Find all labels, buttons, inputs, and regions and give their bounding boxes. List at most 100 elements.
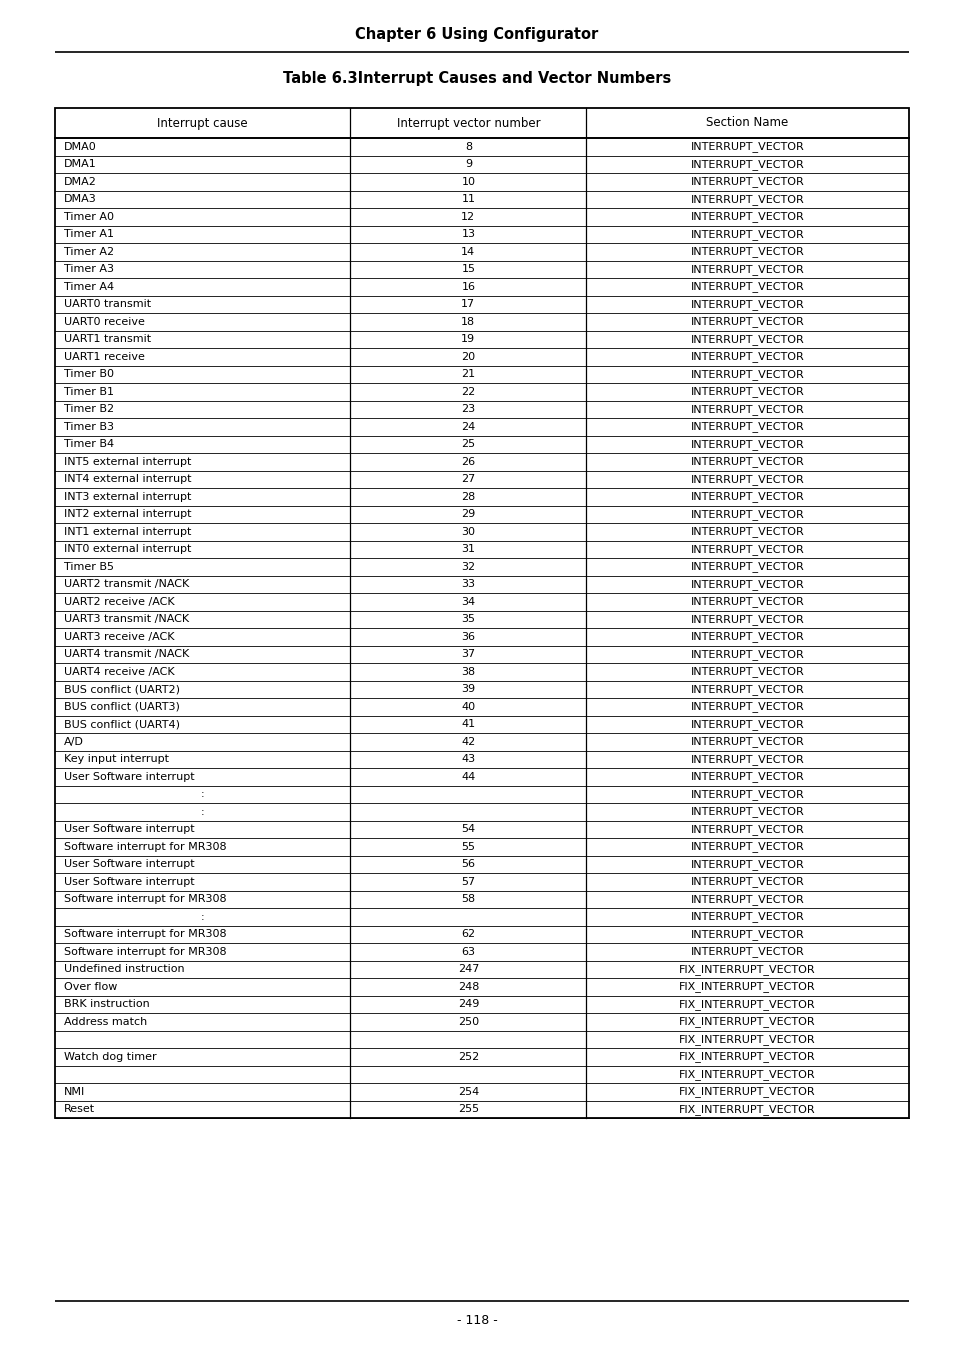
Text: 36: 36 <box>461 632 475 642</box>
Text: 43: 43 <box>461 754 475 765</box>
Text: INTERRUPT_VECTOR: INTERRUPT_VECTOR <box>690 176 803 188</box>
Text: Key input interrupt: Key input interrupt <box>64 754 169 765</box>
Text: INT2 external interrupt: INT2 external interrupt <box>64 509 192 519</box>
Text: :: : <box>201 807 204 817</box>
Text: INTERRUPT_VECTOR: INTERRUPT_VECTOR <box>690 666 803 677</box>
Text: INTERRUPT_VECTOR: INTERRUPT_VECTOR <box>690 439 803 450</box>
Text: 56: 56 <box>461 859 475 869</box>
Text: 39: 39 <box>461 684 475 694</box>
Text: FIX_INTERRUPT_VECTOR: FIX_INTERRUPT_VECTOR <box>679 1051 815 1062</box>
Text: User Software interrupt: User Software interrupt <box>64 859 194 869</box>
Text: Software interrupt for MR308: Software interrupt for MR308 <box>64 894 227 904</box>
Text: 18: 18 <box>461 316 475 327</box>
Text: 8: 8 <box>464 142 472 151</box>
Text: FIX_INTERRUPT_VECTOR: FIX_INTERRUPT_VECTOR <box>679 1086 815 1097</box>
Text: INTERRUPT_VECTOR: INTERRUPT_VECTOR <box>690 369 803 380</box>
Text: 249: 249 <box>457 1000 478 1009</box>
Text: INTERRUPT_VECTOR: INTERRUPT_VECTOR <box>690 246 803 257</box>
Text: UART3 receive /ACK: UART3 receive /ACK <box>64 632 174 642</box>
Text: 248: 248 <box>457 982 478 992</box>
Text: INTERRUPT_VECTOR: INTERRUPT_VECTOR <box>690 422 803 432</box>
Text: 17: 17 <box>461 300 475 309</box>
Text: Timer A3: Timer A3 <box>64 265 113 274</box>
Text: Interrupt vector number: Interrupt vector number <box>396 116 539 130</box>
Text: INTERRUPT_VECTOR: INTERRUPT_VECTOR <box>690 228 803 239</box>
Text: 11: 11 <box>461 195 475 204</box>
Text: 40: 40 <box>461 701 475 712</box>
Text: INTERRUPT_VECTOR: INTERRUPT_VECTOR <box>690 946 803 958</box>
Text: Timer B2: Timer B2 <box>64 404 114 415</box>
Text: UART3 transmit /NACK: UART3 transmit /NACK <box>64 615 189 624</box>
Text: 38: 38 <box>461 667 475 677</box>
Text: INTERRUPT_VECTOR: INTERRUPT_VECTOR <box>690 701 803 712</box>
Text: INTERRUPT_VECTOR: INTERRUPT_VECTOR <box>690 807 803 817</box>
Text: 27: 27 <box>460 474 475 484</box>
Text: - 118 -: - 118 - <box>456 1315 497 1328</box>
Text: FIX_INTERRUPT_VECTOR: FIX_INTERRUPT_VECTOR <box>679 1034 815 1044</box>
Text: 42: 42 <box>460 736 475 747</box>
Text: Timer B4: Timer B4 <box>64 439 114 450</box>
Text: 29: 29 <box>460 509 475 519</box>
Text: INTERRUPT_VECTOR: INTERRUPT_VECTOR <box>690 561 803 573</box>
Text: Timer A0: Timer A0 <box>64 212 113 222</box>
Text: INTERRUPT_VECTOR: INTERRUPT_VECTOR <box>690 457 803 467</box>
Text: 57: 57 <box>461 877 475 886</box>
Text: 14: 14 <box>461 247 475 257</box>
Text: INTERRUPT_VECTOR: INTERRUPT_VECTOR <box>690 351 803 362</box>
Text: INT4 external interrupt: INT4 external interrupt <box>64 474 192 484</box>
Text: 25: 25 <box>461 439 475 450</box>
Text: 252: 252 <box>457 1051 478 1062</box>
Text: Timer B3: Timer B3 <box>64 422 113 432</box>
Text: DMA0: DMA0 <box>64 142 96 151</box>
Text: INTERRUPT_VECTOR: INTERRUPT_VECTOR <box>690 894 803 905</box>
Text: INTERRUPT_VECTOR: INTERRUPT_VECTOR <box>690 159 803 170</box>
Text: 30: 30 <box>461 527 475 536</box>
Text: 254: 254 <box>457 1086 478 1097</box>
Text: INTERRUPT_VECTOR: INTERRUPT_VECTOR <box>690 613 803 624</box>
Text: UART2 transmit /NACK: UART2 transmit /NACK <box>64 580 189 589</box>
Text: INTERRUPT_VECTOR: INTERRUPT_VECTOR <box>690 211 803 222</box>
Text: INTERRUPT_VECTOR: INTERRUPT_VECTOR <box>690 648 803 659</box>
Text: User Software interrupt: User Software interrupt <box>64 771 194 782</box>
Text: 9: 9 <box>464 159 472 169</box>
Text: UART4 receive /ACK: UART4 receive /ACK <box>64 667 174 677</box>
Text: 34: 34 <box>461 597 475 607</box>
Text: INTERRUPT_VECTOR: INTERRUPT_VECTOR <box>690 334 803 345</box>
Text: INT5 external interrupt: INT5 external interrupt <box>64 457 192 466</box>
Text: User Software interrupt: User Software interrupt <box>64 877 194 886</box>
Text: Reset: Reset <box>64 1104 95 1115</box>
Text: UART0 transmit: UART0 transmit <box>64 300 151 309</box>
Text: Over flow: Over flow <box>64 982 117 992</box>
Text: DMA3: DMA3 <box>64 195 96 204</box>
Text: 24: 24 <box>460 422 475 432</box>
Text: INTERRUPT_VECTOR: INTERRUPT_VECTOR <box>690 193 803 205</box>
Text: INTERRUPT_VECTOR: INTERRUPT_VECTOR <box>690 684 803 694</box>
Text: Timer B5: Timer B5 <box>64 562 113 571</box>
Text: Interrupt cause: Interrupt cause <box>157 116 248 130</box>
Text: INTERRUPT_VECTOR: INTERRUPT_VECTOR <box>690 386 803 397</box>
Text: 23: 23 <box>461 404 475 415</box>
Text: 62: 62 <box>461 929 475 939</box>
Text: 28: 28 <box>460 492 475 501</box>
Text: FIX_INTERRUPT_VECTOR: FIX_INTERRUPT_VECTOR <box>679 1069 815 1079</box>
Text: Watch dog timer: Watch dog timer <box>64 1051 156 1062</box>
Text: INTERRUPT_VECTOR: INTERRUPT_VECTOR <box>690 719 803 730</box>
Text: UART1 receive: UART1 receive <box>64 351 145 362</box>
Text: NMI: NMI <box>64 1086 85 1097</box>
Text: INTERRUPT_VECTOR: INTERRUPT_VECTOR <box>690 912 803 923</box>
Text: Timer A4: Timer A4 <box>64 282 114 292</box>
Text: INT1 external interrupt: INT1 external interrupt <box>64 527 192 536</box>
Text: :: : <box>201 789 204 800</box>
Text: FIX_INTERRUPT_VECTOR: FIX_INTERRUPT_VECTOR <box>679 981 815 992</box>
Text: 21: 21 <box>461 369 475 380</box>
Text: BRK instruction: BRK instruction <box>64 1000 150 1009</box>
Text: INTERRUPT_VECTOR: INTERRUPT_VECTOR <box>690 299 803 309</box>
Text: INTERRUPT_VECTOR: INTERRUPT_VECTOR <box>690 492 803 503</box>
Text: 63: 63 <box>461 947 475 957</box>
Text: 41: 41 <box>461 719 475 730</box>
Text: FIX_INTERRUPT_VECTOR: FIX_INTERRUPT_VECTOR <box>679 998 815 1009</box>
Text: BUS conflict (UART3): BUS conflict (UART3) <box>64 701 180 712</box>
Text: 32: 32 <box>461 562 475 571</box>
Text: 13: 13 <box>461 230 475 239</box>
Text: 33: 33 <box>461 580 475 589</box>
